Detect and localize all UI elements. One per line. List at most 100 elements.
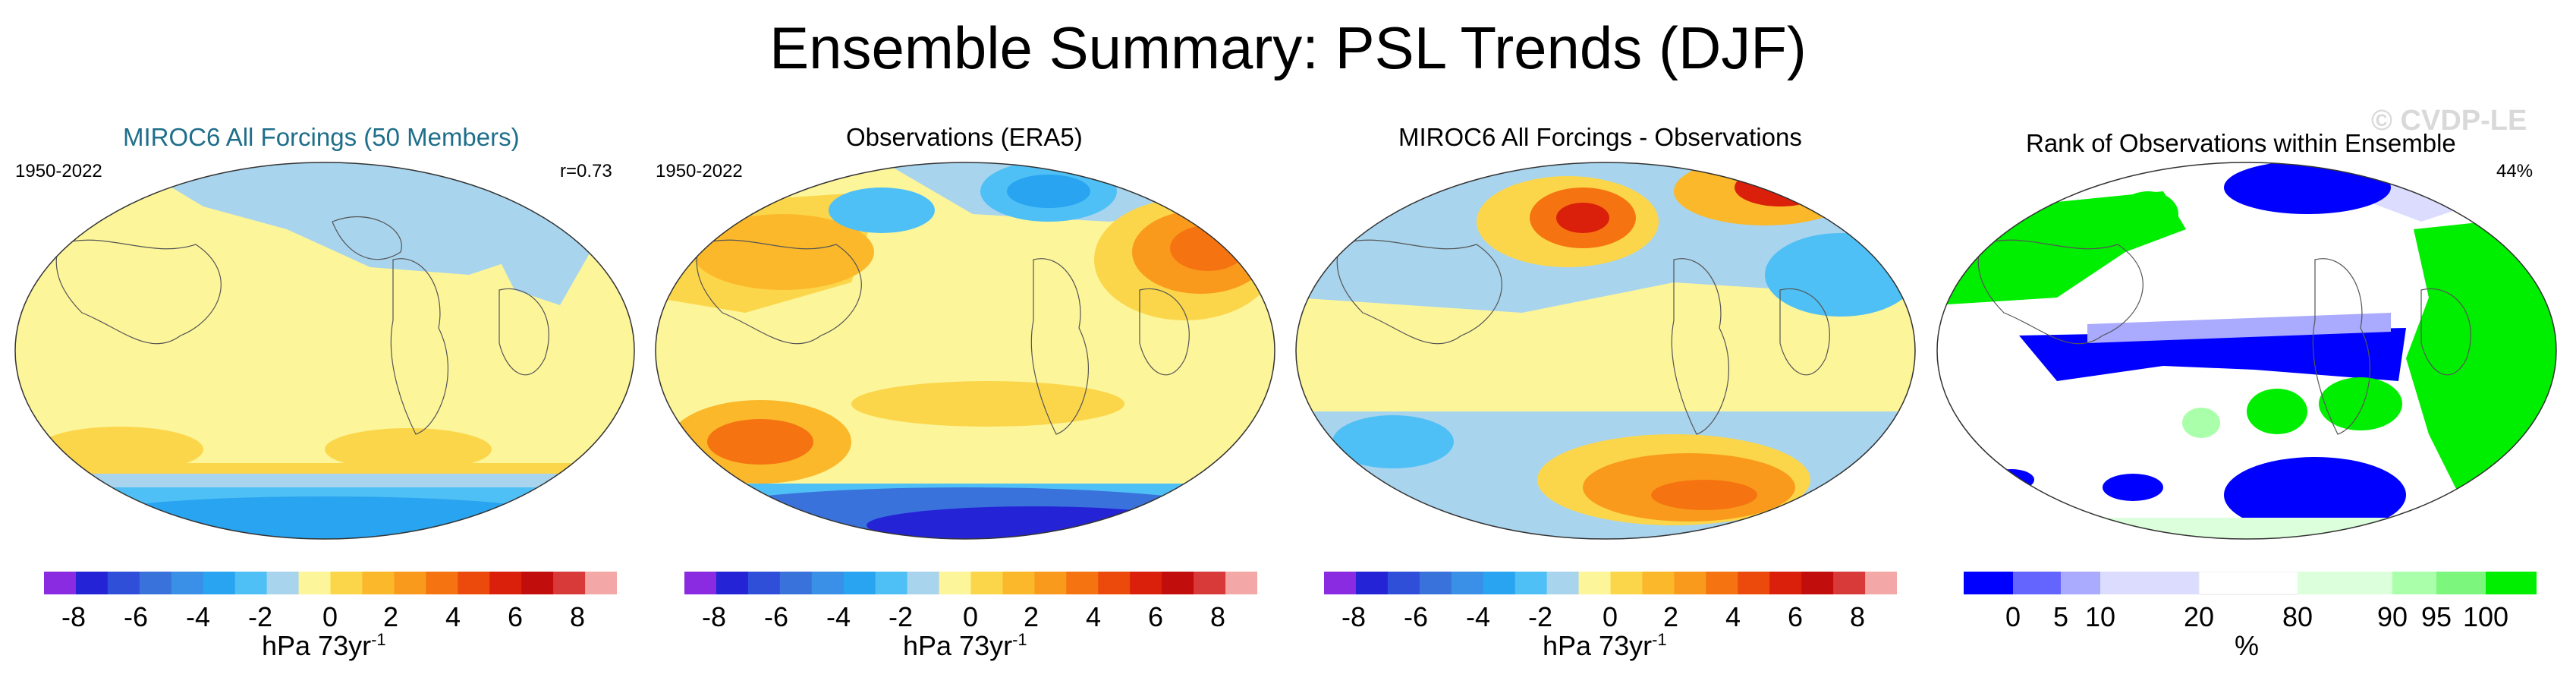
p3-tick: 6 [1788,601,1803,632]
colorbar-swatch [1610,572,1643,594]
panel-1-colorbar-swatches [44,572,617,594]
colorbar-swatch [2486,572,2537,594]
figure-title: Ensemble Summary: PSL Trends (DJF) [769,14,1807,81]
colorbar-swatch [1642,572,1675,594]
panel-4-global-rank: 44% [2496,161,2534,181]
panel-1-unit: hPa 73yr-1 [262,630,386,662]
panel-3-unit-exp: -1 [1652,630,1667,649]
p4-tick: 100 [2463,601,2508,632]
colorbar-swatch [875,572,908,594]
p1-tick: 6 [508,601,523,632]
panel-2-unit: hPa 73yr-1 [903,630,1027,662]
colorbar-swatch [1130,572,1162,594]
colorbar-swatch [779,572,813,594]
colorbar-swatch [811,572,845,594]
colorbar-swatch [1738,572,1770,594]
colorbar-swatch [1578,572,1611,594]
p1-tick: -2 [248,601,272,632]
panel-2-colorbar: -8 -6 -4 -2 0 2 4 6 8 [684,572,1257,632]
p1-tick: 2 [383,601,398,632]
colorbar-swatch [234,572,268,594]
panel-4-colorbar-swatches [1964,572,2537,595]
p2-tick: 2 [1024,601,1039,632]
p3-tick: -8 [1341,601,1366,632]
p1-tick: -4 [186,601,210,632]
panel-1-colorbar: -8 -6 -4 -2 0 2 4 6 8 [44,572,617,632]
colorbar-swatch [426,572,458,594]
p3-tick: 8 [1850,601,1865,632]
panel-4-colorbar: 0 5 10 20 80 90 95 100 [1964,572,2537,632]
panel-3-colorbar: -8 -6 -4 -2 0 2 4 6 8 [1324,572,1897,632]
colorbar-swatch [716,572,749,594]
panel-4-unit-text: % [2235,630,2260,661]
colorbar-swatch [1098,572,1131,594]
colorbar-swatch [1034,572,1067,594]
p2-tick: -4 [826,601,851,632]
colorbar-swatch [458,572,490,594]
panel-2-title: Observations (ERA5) [846,123,1083,151]
colorbar-swatch [298,572,331,594]
colorbar-swatch [970,572,1003,594]
colorbar-swatch [1002,572,1035,594]
colorbar-swatch [2198,572,2298,595]
panel-3-unit: hPa 73yr-1 [1543,630,1667,662]
colorbar-swatch [1833,572,1866,594]
panel-1-correlation: r=0.73 [560,161,612,181]
colorbar-swatch [907,572,940,594]
colorbar-swatch [1387,572,1420,594]
p1-tick: 8 [570,601,585,632]
panel-4-unit: % [2235,630,2259,662]
colorbar-swatch [2298,572,2393,594]
colorbar-swatch [1483,572,1516,594]
colorbar-swatch [1964,572,2014,594]
colorbar-swatch [1451,572,1484,594]
panel-1-map [14,162,635,540]
colorbar-swatch [2013,572,2062,594]
colorbar-swatch [1355,572,1389,594]
colorbar-swatch [171,572,204,594]
p3-tick: -2 [1528,601,1552,632]
p4-tick: 0 [2005,601,2021,632]
colorbar-swatch [362,572,395,594]
colorbar-swatch [44,572,77,594]
colorbar-swatch [1769,572,1802,594]
colorbar-swatch [266,572,300,594]
p1-tick: 0 [322,601,338,632]
colorbar-swatch [843,572,876,594]
p3-tick: 0 [1603,601,1618,632]
colorbar-swatch [747,572,781,594]
p3-tick: -4 [1466,601,1490,632]
colorbar-swatch [2061,572,2101,594]
panel-4-map [1936,162,2557,540]
watermark-text: © CVDP-LE [2371,105,2527,137]
p4-tick: 95 [2421,601,2452,632]
p2-tick: -8 [702,601,726,632]
colorbar-swatch [394,572,426,594]
colorbar-swatch [330,572,363,594]
p4-tick: 90 [2377,601,2408,632]
p2-tick: 8 [1210,601,1225,632]
colorbar-swatch [1324,572,1357,594]
p2-tick: -6 [764,601,788,632]
colorbar-swatch [1801,572,1834,594]
colorbar-swatch [139,572,172,594]
colorbar-swatch [553,572,586,594]
panel-2-map [655,162,1275,540]
p3-tick: 4 [1725,601,1741,632]
panel-2-colorbar-swatches [684,572,1257,594]
colorbar-swatch [1066,572,1099,594]
colorbar-swatch [2436,572,2486,594]
p3-tick: 2 [1663,601,1678,632]
p3-tick: -6 [1404,601,1428,632]
p4-tick: 80 [2282,601,2313,632]
p4-tick: 10 [2085,601,2115,632]
panel-3-colorbar-swatches [1324,572,1897,594]
panel-2-unit-text: hPa 73yr [903,630,1013,661]
colorbar-swatch [1674,572,1706,594]
colorbar-swatch [1194,572,1226,594]
panel-2-period: 1950-2022 [656,161,743,181]
colorbar-swatch [1162,572,1194,594]
colorbar-swatch [1546,572,1580,594]
p1-tick: -8 [61,601,86,632]
colorbar-swatch [2100,572,2200,594]
